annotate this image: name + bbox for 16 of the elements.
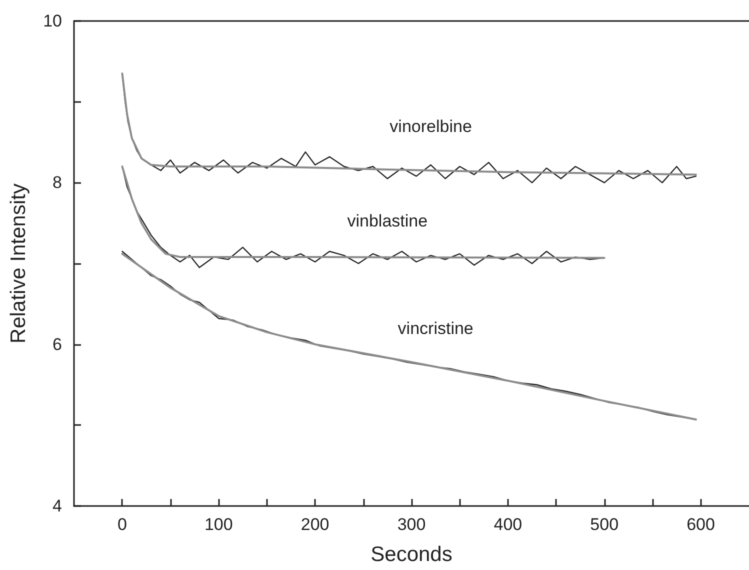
y-tick-label: 8 xyxy=(52,173,62,192)
series-label: vincristine xyxy=(398,318,474,338)
series-label: vinblastine xyxy=(347,211,428,230)
x-tick-label: 200 xyxy=(300,515,330,534)
x-tick-label: 400 xyxy=(494,515,522,534)
x-axis-title: Seconds xyxy=(370,543,452,566)
x-tick-label: 0 xyxy=(117,515,127,534)
y-tick-label: 10 xyxy=(43,12,62,30)
series-label: vinorelbine xyxy=(390,116,472,136)
y-tick-label: 6 xyxy=(52,334,62,354)
y-tick-label: 4 xyxy=(52,496,62,516)
x-tick-label: 600 xyxy=(686,515,715,534)
y-axis-title: Relative Intensity xyxy=(7,183,30,344)
x-tick-label: 100 xyxy=(204,515,233,534)
x-tick-label: 500 xyxy=(590,515,619,534)
x-tick-label: 300 xyxy=(397,515,426,534)
